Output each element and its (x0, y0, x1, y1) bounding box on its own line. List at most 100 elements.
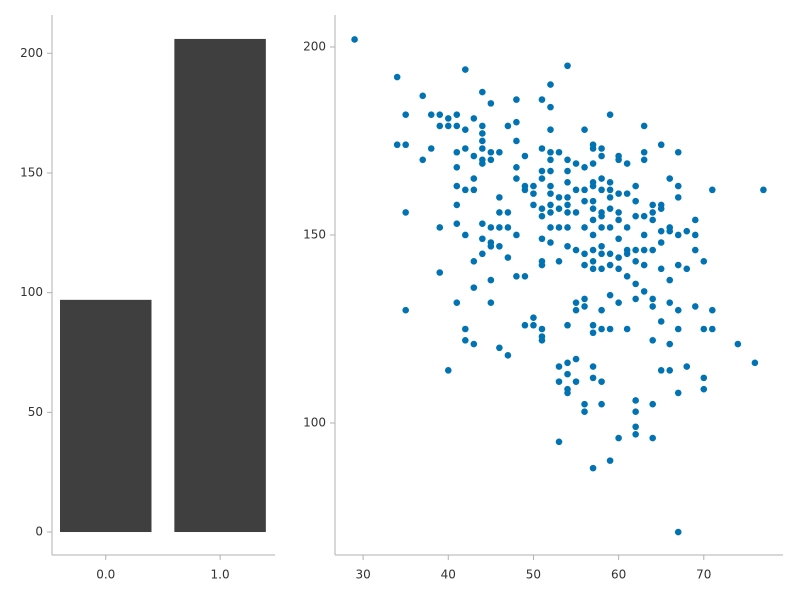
scatter-point (674, 325, 682, 333)
scatter-point (623, 325, 631, 333)
scatter-point (632, 212, 639, 220)
scatter-point (606, 194, 614, 201)
scatter-point (674, 148, 682, 156)
scatter-point (572, 378, 580, 385)
scatter-point (572, 246, 580, 254)
scatter-point (547, 190, 554, 197)
scatter-point (479, 88, 486, 96)
scatter-point (623, 224, 631, 231)
scatter-point (487, 156, 495, 164)
scatter-point (564, 62, 571, 70)
y-tick-label: 0 (35, 525, 43, 539)
scatter-point (513, 96, 520, 103)
scatter-point (487, 276, 495, 284)
scatter-point (453, 163, 461, 171)
scatter-point (683, 363, 691, 370)
scatter-point (700, 258, 708, 265)
scatter-point (513, 118, 520, 126)
scatter-point (751, 359, 759, 367)
scatter-point (402, 209, 409, 216)
scatter-point (632, 182, 639, 190)
scatter-point (606, 111, 614, 118)
scatter-point (649, 201, 656, 209)
scatter-point (513, 163, 520, 171)
scatter-point (691, 246, 699, 254)
scatter-point (547, 156, 554, 164)
y-tick-label: 200 (20, 46, 43, 60)
scatter-point (547, 103, 554, 111)
scatter-point (436, 111, 444, 118)
scatter-point (598, 186, 605, 194)
x-tick-label: 50 (526, 568, 541, 582)
scatter-point (530, 201, 537, 209)
scatter-point (530, 182, 537, 190)
y-tick-label: 150 (303, 227, 326, 241)
scatter-point (538, 336, 546, 344)
scatter-point (623, 190, 631, 197)
scatter-point (615, 209, 622, 216)
scatter-point (581, 250, 588, 258)
scatter-point (589, 265, 597, 273)
scatter-point (606, 457, 614, 464)
scatter-point (623, 250, 631, 258)
scatter-point (606, 186, 614, 194)
scatter-point (674, 389, 682, 397)
scatter-point (589, 329, 597, 337)
scatter-point (572, 306, 580, 314)
scatter-point (547, 224, 554, 231)
scatter-point (496, 242, 503, 250)
scatter-point (674, 194, 682, 201)
scatter-point (470, 284, 478, 291)
scatter-point (632, 246, 639, 254)
scatter-point (589, 321, 597, 329)
scatter-point (657, 227, 665, 235)
scatter-point (444, 367, 452, 374)
scatter-point (453, 220, 461, 228)
scatter-point (606, 261, 614, 269)
scatter-point (427, 111, 435, 118)
scatter-point (521, 273, 529, 280)
scatter-point (393, 141, 401, 149)
scatter-point (666, 227, 674, 235)
scatter-point (649, 209, 656, 216)
scatter-point (470, 186, 478, 194)
scatter-point (555, 438, 563, 446)
scatter-point (606, 291, 614, 299)
scatter-point (462, 325, 469, 333)
scatter-point (513, 273, 520, 280)
scatter-point (640, 288, 648, 295)
scatter-point (538, 175, 546, 182)
scatter-point (632, 397, 639, 404)
scatter-point (564, 167, 571, 175)
scatter-point (632, 197, 639, 205)
scatter-point (462, 66, 469, 73)
scatter-point (496, 224, 503, 231)
scatter-point (530, 190, 537, 197)
scatter-point (564, 370, 571, 378)
scatter-point (640, 212, 648, 220)
scatter-point (555, 148, 563, 156)
scatter-point (453, 148, 461, 156)
scatter-point (606, 224, 614, 231)
scatter-point (487, 224, 495, 231)
scatter-point (479, 122, 486, 130)
scatter-point (572, 299, 580, 306)
scatter-point (436, 122, 444, 130)
scatter-point (496, 344, 503, 352)
scatter-point (700, 385, 708, 393)
scatter-point (470, 152, 478, 160)
scatter-point (402, 141, 409, 149)
scatter-point (547, 182, 554, 190)
scatter-point (538, 212, 546, 220)
scatter-point (581, 163, 588, 171)
scatter-point (572, 160, 580, 167)
scatter-point (487, 100, 495, 107)
scatter-point (530, 314, 537, 322)
scatter-point (419, 156, 427, 164)
scatter-point (615, 434, 622, 442)
scatter-point (649, 400, 656, 408)
bar (174, 38, 266, 533)
scatter-point (564, 224, 571, 231)
scatter-point (674, 182, 682, 190)
scatter-point (657, 205, 665, 212)
